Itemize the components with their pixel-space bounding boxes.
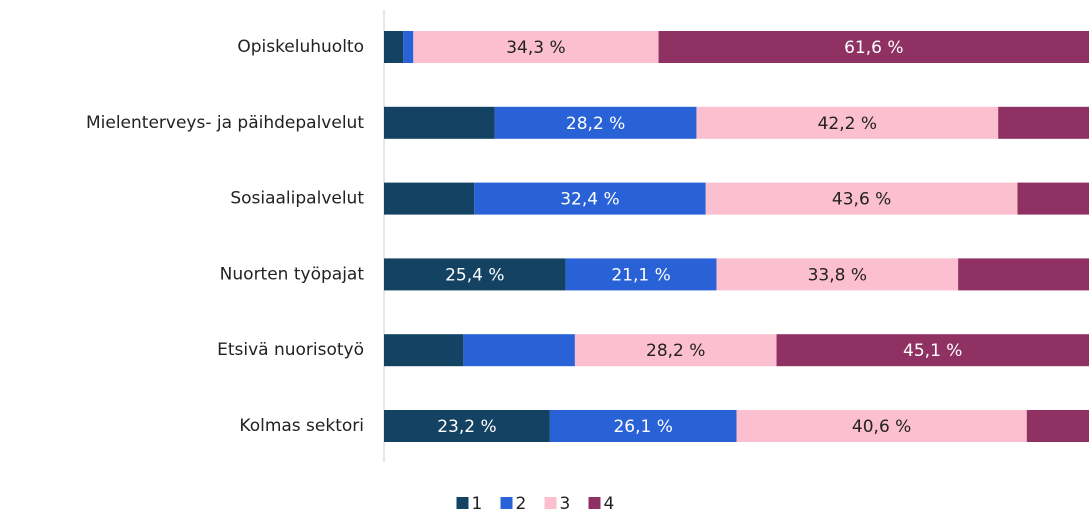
value-label: 40,6 % <box>852 417 911 437</box>
value-label: 26,1 % <box>613 417 672 437</box>
value-label: 42,2 % <box>818 114 877 134</box>
bar-segment <box>776 334 1089 367</box>
bar-segment <box>384 410 550 442</box>
legend-label: 2 <box>516 494 527 514</box>
bar-segment <box>716 258 959 291</box>
y-tick-label: Mielenterveys- ja päihdepalvelut <box>86 113 364 133</box>
bar-segment <box>384 31 404 63</box>
value-label: 25,4 % <box>445 265 504 285</box>
legend-swatch <box>500 497 513 509</box>
bar-segment <box>958 258 1089 291</box>
y-tick-label: Kolmas sektori <box>239 416 364 436</box>
value-label: 21,1 % <box>611 265 670 285</box>
value-label: 32,4 % <box>560 190 619 210</box>
bar-segment <box>998 106 1089 139</box>
legend-swatch <box>544 497 557 509</box>
bar-segment <box>565 258 717 291</box>
bar-segment <box>384 106 495 139</box>
bar-segment <box>384 182 475 215</box>
value-label: 33,8 % <box>808 265 867 285</box>
legend-label: 3 <box>560 494 571 514</box>
value-label: 34,3 % <box>506 38 565 58</box>
bar-segment <box>463 334 575 367</box>
y-tick-label: Opiskeluhuolto <box>237 37 364 57</box>
legend-label: 1 <box>472 494 483 514</box>
bar-segment <box>384 258 566 291</box>
bar-segment <box>696 106 999 139</box>
legend-label: 4 <box>604 494 615 514</box>
bar-segment <box>494 106 697 139</box>
bar-segment <box>384 334 464 367</box>
y-tick-label: Nuorten työpajat <box>220 264 365 284</box>
bar-segment <box>736 410 1027 442</box>
y-tick-label: Etsivä nuorisotyö <box>217 340 364 360</box>
y-tick-label: Sosiaalipalvelut <box>230 189 364 209</box>
legend-swatch <box>588 497 601 509</box>
bar-segment <box>574 334 777 367</box>
bar-segment <box>705 182 1018 215</box>
bar-segment <box>403 31 414 63</box>
value-label: 45,1 % <box>903 341 962 361</box>
legend-swatch <box>456 497 469 509</box>
value-label: 28,2 % <box>646 341 705 361</box>
value-label: 28,2 % <box>566 114 625 134</box>
bar-segment <box>658 31 1089 63</box>
bar-segment <box>413 31 659 63</box>
value-label: 43,6 % <box>832 190 891 210</box>
bar-segment <box>549 410 737 442</box>
bar-segment <box>474 182 706 215</box>
value-label: 61,6 % <box>844 38 903 58</box>
value-label: 23,2 % <box>437 417 496 437</box>
bar-segment <box>1017 182 1089 215</box>
bar-segment <box>1026 410 1089 442</box>
